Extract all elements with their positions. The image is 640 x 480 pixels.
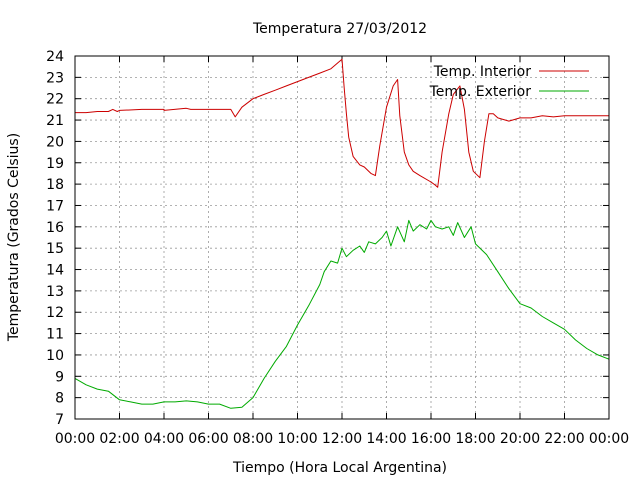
grid-lines xyxy=(75,56,609,419)
y-tick-label: 7 xyxy=(55,412,64,428)
chart-title: Temperatura 27/03/2012 xyxy=(252,21,427,37)
x-tick-label: 16:00 xyxy=(411,431,451,447)
y-tick-labels: 7 8 9 10 11 12 13 14 15 16 17 18 19 20 21 22 23 24 xyxy=(46,49,64,428)
plot-frame xyxy=(74,55,610,420)
y-tick-label: 23 xyxy=(46,70,64,86)
y-tick-label: 19 xyxy=(46,156,64,172)
axis-ticks xyxy=(74,55,610,420)
y-tick-label: 24 xyxy=(46,49,64,65)
y-tick-label: 18 xyxy=(46,177,64,193)
y-tick-label: 9 xyxy=(55,369,64,385)
x-tick-label: 18:00 xyxy=(455,431,495,447)
legend-label-exterior: Temp. Exterior xyxy=(429,84,532,100)
x-tick-labels: 00:00 02:00 04:00 06:00 08:00 10:00 12:00 14:00… xyxy=(55,431,629,447)
series-line-exterior xyxy=(74,219,610,409)
x-tick-label: 00:00 xyxy=(589,431,629,447)
y-tick-label: 13 xyxy=(46,284,64,300)
series-line-interior xyxy=(75,58,609,188)
y-tick-label: 16 xyxy=(46,220,64,236)
x-tick-label: 22:00 xyxy=(544,431,584,447)
x-tick-label: 10:00 xyxy=(277,431,317,447)
x-tick-label: 20:00 xyxy=(500,431,540,447)
x-tick-label: 06:00 xyxy=(188,431,228,447)
y-tick-label: 11 xyxy=(46,327,64,343)
y-tick-label: 8 xyxy=(55,391,64,407)
x-tick-label: 08:00 xyxy=(233,431,273,447)
legend-label-interior: Temp. Interior xyxy=(433,64,532,80)
y-tick-label: 12 xyxy=(46,305,64,321)
x-axis-label: Tiempo (Hora Local Argentina) xyxy=(232,460,447,476)
y-tick-label: 17 xyxy=(46,198,64,214)
series-lines xyxy=(74,58,610,409)
x-tick-label: 04:00 xyxy=(144,431,184,447)
y-tick-label: 22 xyxy=(46,92,64,108)
y-tick-label: 14 xyxy=(46,263,64,279)
x-tick-label: 14:00 xyxy=(366,431,406,447)
y-tick-label: 15 xyxy=(46,241,64,257)
y-tick-label: 21 xyxy=(46,113,64,129)
y-axis-label: Temperatura (Grados Celsius) xyxy=(6,133,22,342)
legend: Temp. Interior Temp. Exterior xyxy=(429,64,589,100)
y-tick-label: 10 xyxy=(46,348,64,364)
y-tick-label: 20 xyxy=(46,134,64,150)
x-tick-label: 02:00 xyxy=(99,431,139,447)
x-tick-label: 12:00 xyxy=(322,431,362,447)
x-tick-label: 00:00 xyxy=(55,431,95,447)
